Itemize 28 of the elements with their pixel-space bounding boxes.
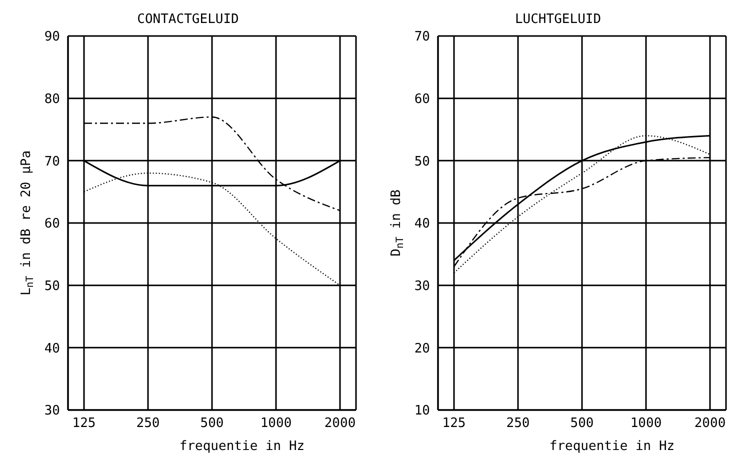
y-tick-label: 70	[44, 154, 60, 170]
y-tick-label: 50	[44, 278, 60, 294]
y-tick-label: 60	[44, 216, 60, 232]
x-tick-label: 500	[570, 416, 594, 432]
x-tick-label: 500	[200, 416, 224, 432]
y-tick-label: 90	[44, 30, 60, 45]
chart-title: CONTACTGELUID	[136, 12, 240, 27]
y-tick-label: 50	[414, 154, 430, 170]
y-tick-label: 40	[44, 341, 60, 356]
x-tick-label: 1000	[260, 416, 292, 432]
y-tick-label: 40	[414, 216, 430, 232]
y-tick-label: 10	[414, 404, 430, 419]
y-tick-label: 30	[44, 404, 60, 419]
y-tick-label: 30	[414, 278, 430, 294]
x-tick-label: 250	[136, 416, 160, 432]
y-tick-label: 20	[414, 341, 430, 356]
y-tick-label: 70	[414, 30, 430, 45]
x-tick-label: 250	[506, 416, 530, 432]
y-tick-label: 60	[414, 92, 430, 107]
y-tick-label: 80	[44, 92, 60, 107]
x-axis-title: frequentie in Hz	[179, 439, 305, 454]
x-tick-label: 125	[442, 416, 466, 432]
chart-title: LUCHTGELUID	[514, 12, 602, 27]
x-tick-label: 2000	[694, 416, 726, 432]
x-tick-label: 2000	[324, 416, 356, 432]
x-axis-title: frequentie in Hz	[549, 439, 675, 454]
x-tick-label: 1000	[630, 416, 662, 432]
x-tick-label: 125	[72, 416, 96, 432]
